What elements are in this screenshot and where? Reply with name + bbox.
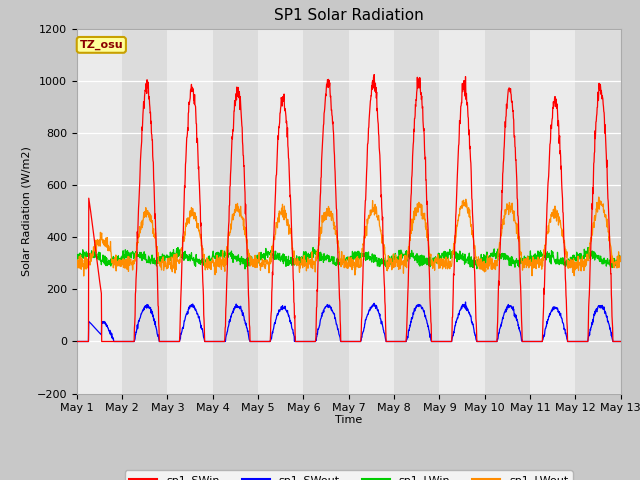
Bar: [77, 29, 122, 394]
sp1_LWin: [307, 254, 314, 260]
Bar: [212, 29, 258, 394]
sp1_LWout: [542, 236, 550, 241]
Bar: [168, 29, 212, 394]
Title: SP1 Solar Radiation: SP1 Solar Radiation: [274, 9, 424, 24]
sp1_SWin: [105, 338, 113, 344]
Line: sp1_SWout: sp1_SWout: [77, 302, 621, 341]
sp1_SWout: [73, 338, 81, 344]
sp1_SWin: [371, 72, 378, 77]
sp1_SWout: [307, 338, 314, 344]
sp1_LWout: [423, 227, 431, 232]
sp1_SWout: [105, 328, 113, 334]
Bar: [303, 29, 349, 394]
sp1_LWout: [80, 273, 88, 279]
sp1_LWin: [423, 262, 431, 268]
sp1_LWin: [241, 266, 249, 272]
Legend: sp1_SWin, sp1_SWout, sp1_LWin, sp1_LWout: sp1_SWin, sp1_SWout, sp1_LWin, sp1_LWout: [125, 470, 573, 480]
sp1_LWin: [105, 262, 113, 267]
sp1_SWout: [542, 323, 550, 329]
sp1_SWin: [315, 230, 323, 236]
sp1_LWin: [73, 255, 81, 261]
sp1_SWin: [307, 338, 314, 344]
Y-axis label: Solar Radiation (W/m2): Solar Radiation (W/m2): [21, 146, 31, 276]
Line: sp1_SWin: sp1_SWin: [77, 74, 621, 341]
sp1_LWout: [106, 247, 113, 252]
Bar: [485, 29, 530, 394]
Bar: [575, 29, 621, 394]
sp1_SWout: [617, 338, 625, 344]
Text: TZ_osu: TZ_osu: [79, 40, 123, 50]
sp1_LWin: [617, 253, 625, 259]
Bar: [394, 29, 440, 394]
sp1_LWin: [584, 245, 592, 251]
sp1_LWout: [307, 262, 314, 267]
Bar: [122, 29, 168, 394]
sp1_SWin: [73, 338, 81, 344]
Line: sp1_LWout: sp1_LWout: [77, 197, 621, 276]
sp1_LWin: [542, 257, 550, 263]
Bar: [258, 29, 303, 394]
Bar: [530, 29, 575, 394]
sp1_SWout: [461, 299, 469, 305]
sp1_SWin: [362, 174, 370, 180]
sp1_SWout: [362, 315, 370, 321]
sp1_SWin: [542, 231, 550, 237]
sp1_SWout: [315, 324, 323, 330]
Bar: [349, 29, 394, 394]
sp1_LWout: [73, 264, 81, 269]
Bar: [440, 29, 485, 394]
sp1_LWout: [316, 235, 323, 240]
sp1_LWout: [363, 233, 371, 239]
Line: sp1_LWin: sp1_LWin: [77, 248, 621, 269]
sp1_LWout: [617, 258, 625, 264]
sp1_LWout: [595, 194, 603, 200]
X-axis label: Time: Time: [335, 415, 362, 425]
sp1_LWin: [363, 252, 371, 257]
sp1_SWin: [617, 338, 625, 344]
sp1_LWin: [316, 250, 323, 255]
sp1_SWin: [423, 201, 431, 207]
sp1_SWout: [422, 317, 430, 323]
